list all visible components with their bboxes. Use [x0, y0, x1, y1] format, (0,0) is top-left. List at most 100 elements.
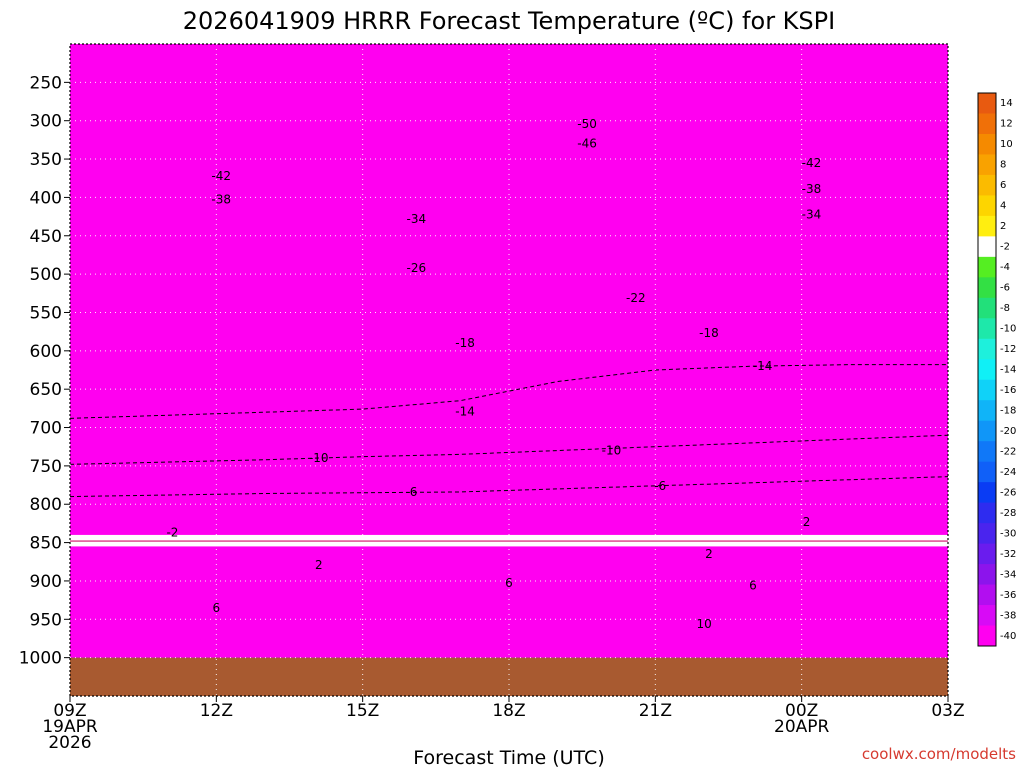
colorbar-label: 10: [1000, 139, 1013, 150]
contour-label: 6: [505, 576, 513, 590]
contour-label: -42: [211, 169, 231, 183]
contour-label: -42: [802, 156, 822, 170]
contour-label: -10: [602, 444, 622, 458]
y-tick-label: 250: [30, 73, 62, 93]
colorbar-label: -22: [1000, 446, 1016, 457]
colorbar-label: -16: [1000, 385, 1016, 396]
x-tick-label: 21Z: [639, 701, 672, 721]
colorbar-swatch: [978, 482, 996, 504]
colorbar-label: -30: [1000, 528, 1016, 539]
contour-label: -6: [405, 485, 417, 499]
temperature-field: [70, 44, 948, 696]
colorbar-label: 12: [1000, 119, 1013, 130]
isotherm-line: [69, 476, 949, 498]
contour-label: -22: [626, 291, 646, 305]
colorbar-label: -18: [1000, 405, 1016, 416]
plot-area: -50-46-42-42-38-38-34 -34-26-22-18-18-14-…: [69, 43, 949, 697]
contour-label: 2: [803, 515, 811, 529]
contour-label: 6: [749, 579, 757, 593]
y-tick-label: 350: [30, 150, 62, 170]
colorbar-label: -36: [1000, 590, 1016, 601]
colorbar-label: -6: [1000, 283, 1010, 294]
colorbar-swatch: [978, 297, 996, 319]
contour-label: -50: [577, 117, 597, 131]
y-tick-label: 450: [30, 227, 62, 247]
y-tick-label: 850: [30, 534, 62, 554]
colorbar-swatch: [978, 256, 996, 278]
colorbar-label: -4: [1000, 262, 1010, 273]
colorbar-swatch: [978, 113, 996, 135]
colorbar-swatch: [978, 605, 996, 627]
colorbar-label: 4: [1000, 201, 1006, 212]
colorbar-swatch: [978, 133, 996, 155]
colorbar-label: -8: [1000, 303, 1010, 314]
contour-label: 10: [696, 617, 711, 631]
colorbar-swatch: [978, 543, 996, 565]
colorbar-swatch: [978, 625, 996, 647]
colorbar-label: 2: [1000, 221, 1006, 232]
chart-title: 2026041909 HRRR Forecast Temperature (ºC…: [183, 7, 835, 35]
contour-label: -34: [802, 207, 822, 221]
x-tick-label: 12Z: [200, 701, 233, 721]
x-tick-date: 19APR: [42, 717, 98, 737]
colorbar-label: 6: [1000, 180, 1006, 191]
x-axis-title: Forecast Time (UTC): [413, 747, 604, 768]
colorbar-swatch: [978, 441, 996, 463]
contour-label: -18: [455, 336, 475, 350]
colorbar-swatch: [978, 359, 996, 381]
colorbar-swatch: [978, 338, 996, 360]
colorbar-label: -40: [1000, 631, 1016, 642]
colorbar-label: -24: [1000, 467, 1016, 478]
contour-label: -6: [654, 479, 666, 493]
y-tick-label: 800: [30, 495, 62, 515]
colorbar-label: -2: [1000, 242, 1010, 253]
colorbar-label: -20: [1000, 426, 1016, 437]
y-tick-label: 950: [30, 610, 62, 630]
contour-label: -26: [407, 261, 427, 275]
contour-label: -34: [407, 212, 427, 226]
y-axis: 250 300 350 400 450 500 550 600 650 700 750 800 850 9…: [19, 73, 70, 669]
colorbar-swatch: [978, 461, 996, 483]
colorbar-swatch: [978, 195, 996, 217]
colorbar-swatch: [978, 174, 996, 196]
colorbar-label: 8: [1000, 160, 1006, 171]
ground-below-surface: [70, 657, 948, 696]
contour-label: 2: [705, 547, 713, 561]
colorbar-swatch: [978, 93, 996, 114]
colorbar-swatch: [978, 584, 996, 606]
y-tick-label: 300: [30, 112, 62, 132]
y-tick-label: 600: [30, 342, 62, 362]
colorbar-swatch: [978, 523, 996, 545]
y-tick-label: 700: [30, 419, 62, 439]
colorbar-swatch: [978, 154, 996, 176]
contour-label: 6: [213, 601, 221, 615]
y-tick-label: 650: [30, 380, 62, 400]
colorbar-swatch: [978, 318, 996, 340]
y-tick-label: 750: [30, 457, 62, 477]
colorbar-label: -10: [1000, 324, 1016, 335]
colorbar-label: -28: [1000, 508, 1016, 519]
contour-label: -46: [577, 137, 597, 151]
y-tick-label: 400: [30, 188, 62, 208]
contour-label: 2: [315, 558, 323, 572]
x-tick-label: 18Z: [492, 701, 525, 721]
colorbar: 14 12 10 8 6 4 2 -2 -4 -6 -8 -10 -12 -14 -16 -18 -20 -22 -…: [977, 92, 1016, 647]
contour-label: -38: [211, 193, 231, 207]
contour-label: -2: [166, 526, 178, 540]
colorbar-swatch: [978, 379, 996, 401]
x-tick-date: 20APR: [774, 717, 830, 737]
colorbar-swatch: [978, 502, 996, 524]
contour-label: -14: [753, 359, 773, 373]
colorbar-swatch: [978, 215, 996, 237]
colorbar-frame: [977, 92, 997, 647]
x-tick-label: 09Z: [53, 701, 86, 721]
x-tick-label: 15Z: [346, 701, 379, 721]
contour-labels: -50-46-42-42-38-38-34 -34-26-22-18-18-14-…: [166, 117, 821, 631]
colorbar-label: 14: [1000, 98, 1013, 109]
y-tick-label: 500: [30, 265, 62, 285]
contour-label: -10: [309, 451, 329, 465]
colorbar-label: -34: [1000, 569, 1016, 580]
contour-label: -14: [455, 404, 475, 418]
colorbar-label: -14: [1000, 365, 1016, 376]
